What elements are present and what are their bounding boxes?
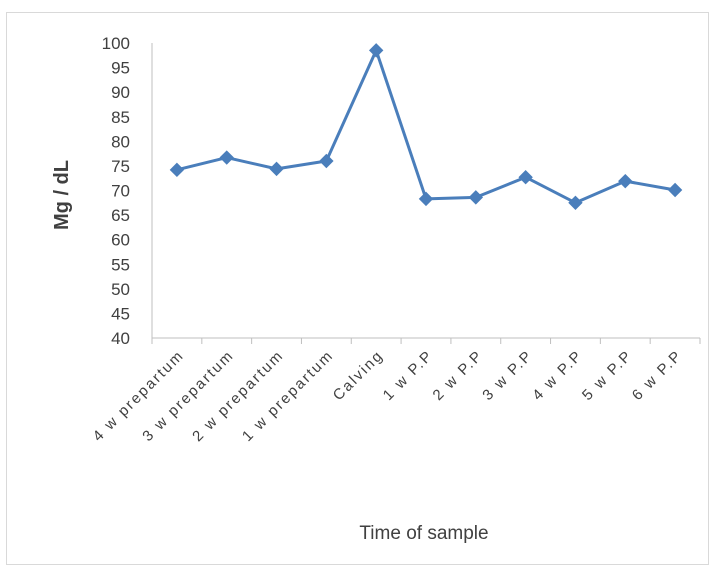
data-point-marker bbox=[418, 191, 434, 207]
x-category-label: 3 w prepartum bbox=[139, 347, 237, 445]
x-category-label: 4 w prepartum bbox=[90, 347, 188, 445]
data-point-marker bbox=[568, 195, 583, 210]
y-axis-ticks: 100 95 90 85 80 75 70 65 60 55 50 45 40 bbox=[102, 34, 130, 348]
y-tick-label: 40 bbox=[111, 329, 130, 348]
data-point-marker bbox=[169, 162, 185, 178]
chart-frame bbox=[6, 12, 709, 565]
y-tick-label: 90 bbox=[111, 83, 130, 102]
y-tick-label: 100 bbox=[102, 34, 130, 53]
data-point-marker bbox=[667, 182, 683, 198]
x-axis bbox=[151, 337, 701, 344]
x-category-label: 1 w prepartum bbox=[239, 347, 337, 445]
x-category-label: 6 w P.P bbox=[629, 347, 686, 404]
data-point-marker bbox=[368, 43, 384, 58]
x-category-label: 1 w P.P bbox=[380, 347, 437, 404]
data-point-marker bbox=[518, 170, 533, 185]
x-category-label: Calving bbox=[330, 347, 387, 404]
x-category-label: 2 w prepartum bbox=[189, 347, 287, 445]
y-tick-label: 45 bbox=[111, 304, 130, 323]
y-tick-label: 60 bbox=[111, 231, 130, 250]
x-category-label: 4 w P.P bbox=[529, 347, 586, 404]
y-tick-label: 95 bbox=[111, 59, 130, 78]
x-axis-title: Time of sample bbox=[359, 523, 488, 544]
x-category-label: 5 w P.P bbox=[579, 347, 636, 404]
data-point-marker bbox=[269, 161, 284, 177]
y-tick-label: 55 bbox=[111, 255, 130, 274]
y-tick-label: 85 bbox=[111, 108, 130, 127]
data-point-marker bbox=[468, 190, 484, 205]
y-tick-label: 65 bbox=[111, 206, 130, 225]
series-line bbox=[176, 48, 676, 205]
y-tick-label: 75 bbox=[111, 157, 130, 176]
y-tick-label: 70 bbox=[111, 182, 130, 201]
data-point-marker bbox=[319, 153, 334, 169]
y-tick-label: 50 bbox=[111, 280, 130, 299]
series-layer bbox=[169, 43, 683, 210]
x-category-label: 3 w P.P bbox=[479, 347, 536, 404]
data-point-marker bbox=[219, 150, 234, 165]
data-point-marker bbox=[618, 173, 633, 189]
x-category-label: 2 w P.P bbox=[430, 347, 487, 404]
y-tick-label: 80 bbox=[111, 132, 130, 151]
y-axis-title: Mg / dL bbox=[51, 160, 73, 230]
